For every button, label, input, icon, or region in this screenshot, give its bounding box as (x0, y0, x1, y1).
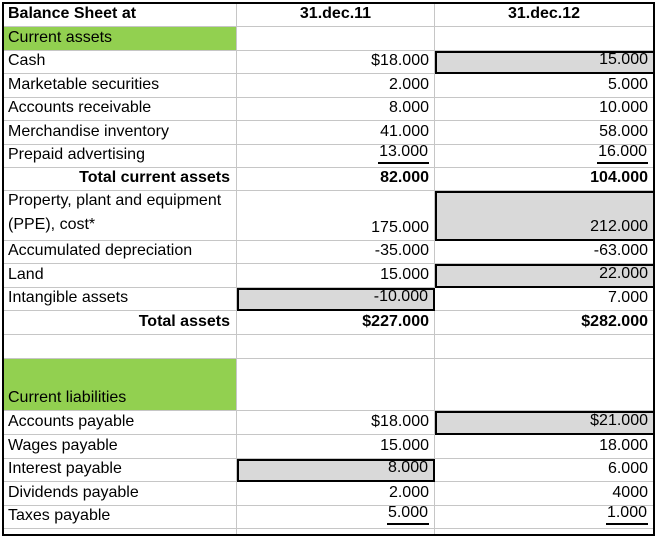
merchandise-inventory-label-cell[interactable]: Merchandise inventory (4, 121, 237, 145)
marketable-securities-dec11-cell[interactable]: 2.000 (237, 74, 435, 98)
col-header-dec12[interactable]: 31.dec.12 (435, 4, 653, 27)
empty-cell[interactable] (237, 27, 435, 51)
dividends-payable-dec11-cell[interactable]: 2.000 (237, 482, 435, 506)
total-current-assets-dec12-cell[interactable]: 104.000 (435, 168, 653, 191)
accumulated-depreciation-dec12-cell[interactable]: -63.000 (435, 241, 653, 264)
cash-label-cell[interactable]: Cash (4, 51, 237, 74)
partial-row-cell (237, 529, 435, 534)
underlined-value: 5.000 (386, 506, 429, 525)
empty-cell[interactable] (435, 359, 653, 411)
accumulated-depreciation-dec11-cell[interactable]: -35.000 (237, 241, 435, 264)
section-current-liabilities-cell[interactable]: Current liabilities (4, 359, 237, 411)
merchandise-inventory-dec11-cell[interactable]: 41.000 (237, 121, 435, 145)
intangible-assets-dec11-cell[interactable]: -10.000 (237, 288, 435, 311)
taxes-payable-dec11-cell[interactable]: 5.000 (237, 506, 435, 529)
marketable-securities-label-cell[interactable]: Marketable securities (4, 74, 237, 98)
interest-payable-dec11-cell[interactable]: 8.000 (237, 459, 435, 482)
accounts-payable-label-cell[interactable]: Accounts payable (4, 411, 237, 435)
empty-cell[interactable] (435, 335, 653, 359)
empty-cell[interactable] (237, 359, 435, 411)
wages-payable-dec11-cell[interactable]: 15.000 (237, 435, 435, 459)
prepaid-advertising-dec11-cell[interactable]: 13.000 (237, 145, 435, 168)
accounts-payable-dec11-cell[interactable]: $18.000 (237, 411, 435, 435)
col-header-dec11[interactable]: 31.dec.11 (237, 4, 435, 27)
intangible-assets-dec12-cell[interactable]: 7.000 (435, 288, 653, 311)
interest-payable-dec12-cell[interactable]: 6.000 (435, 459, 653, 482)
ppe-label-cell[interactable]: Property, plant and equipment (PPE), cos… (4, 191, 237, 241)
land-dec11-cell[interactable]: 15.000 (237, 264, 435, 288)
section-current-assets-cell[interactable]: Current assets (4, 27, 237, 51)
underlined-value: 1.000 (605, 506, 648, 525)
accounts-receivable-dec12-cell[interactable]: 10.000 (435, 98, 653, 121)
empty-cell[interactable] (4, 335, 237, 359)
taxes-payable-dec12-cell[interactable]: 1.000 (435, 506, 653, 529)
accounts-receivable-label-cell[interactable]: Accounts receivable (4, 98, 237, 121)
total-current-assets-dec11-cell[interactable]: 82.000 (237, 168, 435, 191)
accounts-receivable-dec11-cell[interactable]: 8.000 (237, 98, 435, 121)
total-assets-dec12-cell[interactable]: $282.000 (435, 311, 653, 335)
partial-row-cell (4, 529, 237, 534)
merchandise-inventory-dec12-cell[interactable]: 58.000 (435, 121, 653, 145)
taxes-payable-label-cell[interactable]: Taxes payable (4, 506, 237, 529)
cash-dec12-cell[interactable]: 15.000 (435, 51, 653, 74)
total-assets-dec11-cell[interactable]: $227.000 (237, 311, 435, 335)
ppe-dec12-cell[interactable]: 212.000 (435, 191, 653, 241)
empty-cell[interactable] (237, 335, 435, 359)
total-assets-label-cell[interactable]: Total assets (4, 311, 237, 335)
wages-payable-label-cell[interactable]: Wages payable (4, 435, 237, 459)
total-current-assets-label-cell[interactable]: Total current assets (4, 168, 237, 191)
partial-row-cell (435, 529, 653, 534)
prepaid-advertising-dec12-cell[interactable]: 16.000 (435, 145, 653, 168)
intangible-assets-label-cell[interactable]: Intangible assets (4, 288, 237, 311)
wages-payable-dec12-cell[interactable]: 18.000 (435, 435, 653, 459)
interest-payable-label-cell[interactable]: Interest payable (4, 459, 237, 482)
prepaid-advertising-label-cell[interactable]: Prepaid advertising (4, 145, 237, 168)
land-dec12-cell[interactable]: 22.000 (435, 264, 653, 288)
empty-cell[interactable] (435, 27, 653, 51)
accumulated-depreciation-label-cell[interactable]: Accumulated depreciation (4, 241, 237, 264)
dividends-payable-label-cell[interactable]: Dividends payable (4, 482, 237, 506)
underlined-value: 16.000 (597, 145, 648, 164)
marketable-securities-dec12-cell[interactable]: 5.000 (435, 74, 653, 98)
ppe-dec11-cell[interactable]: 175.000 (237, 191, 435, 241)
accounts-payable-dec12-cell[interactable]: $21.000 (435, 411, 653, 435)
cash-dec11-cell[interactable]: $18.000 (237, 51, 435, 74)
land-label-cell[interactable]: Land (4, 264, 237, 288)
dividends-payable-dec12-cell[interactable]: 4000 (435, 482, 653, 506)
underlined-value: 13.000 (378, 145, 429, 164)
title-cell[interactable]: Balance Sheet at (4, 4, 237, 27)
